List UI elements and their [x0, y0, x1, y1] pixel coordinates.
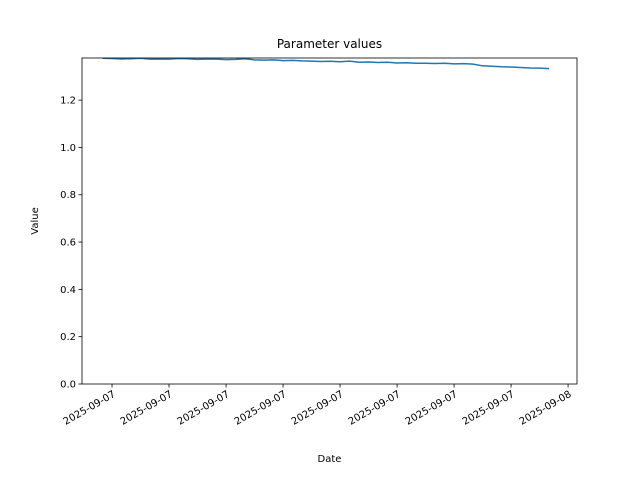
x-tick-label: 2025-09-07 — [290, 389, 346, 428]
x-tick-label: 2025-09-07 — [461, 389, 517, 428]
plot-area — [102, 58, 550, 70]
x-tick-label: 2025-09-08 — [518, 389, 574, 428]
x-tick-label: 2025-09-07 — [176, 389, 232, 428]
y-tick-label: 0.6 — [60, 238, 76, 249]
chart-title: Parameter values — [277, 37, 382, 51]
y-tick-label: 1.0 — [60, 143, 76, 154]
y-tick-label: 0.0 — [60, 380, 76, 391]
x-axis-label: Date — [318, 454, 342, 465]
axes-frame — [81, 57, 578, 385]
x-tick-label: 2025-09-07 — [404, 389, 460, 428]
y-tick-label: 1.2 — [60, 96, 76, 107]
y-tick-label: 0.2 — [60, 332, 76, 343]
data-line — [102, 58, 550, 70]
y-tick-label: 0.8 — [60, 190, 76, 201]
y-axis-label: Value — [30, 207, 41, 234]
x-tick-label: 2025-09-07 — [233, 389, 289, 428]
x-tick-label: 2025-09-07 — [347, 389, 403, 428]
x-tick-label: 2025-09-07 — [62, 389, 118, 428]
x-tick-label: 2025-09-07 — [119, 389, 175, 428]
y-tick-label: 0.4 — [60, 285, 76, 296]
